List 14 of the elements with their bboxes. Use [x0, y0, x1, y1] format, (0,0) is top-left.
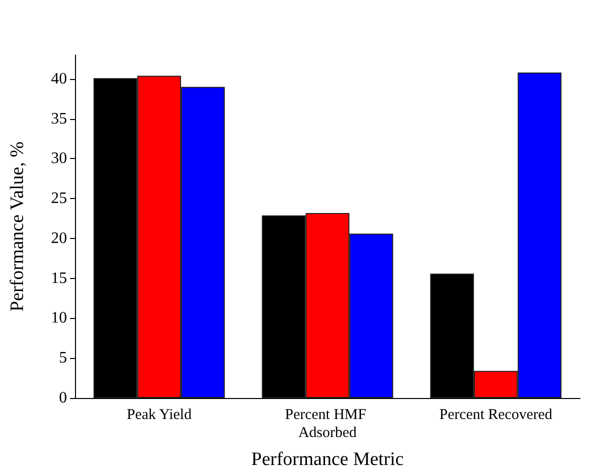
x-tick-label: Percent Recovered: [439, 407, 553, 423]
x-axis-title: Performance Metric: [251, 449, 404, 470]
y-tick-label: 25: [51, 190, 67, 208]
y-tick-label: 5: [59, 350, 67, 367]
y-tick-label: 20: [51, 230, 67, 247]
x-tick-label: Peak Yield: [126, 407, 192, 423]
y-tick-label: 35: [51, 110, 67, 128]
y-tick-label: 30: [51, 150, 67, 168]
y-axis-title: Performance Value, %: [7, 141, 28, 312]
x-tick-label: Percent HMF Adsorbed: [285, 407, 370, 441]
y-tick-label: 0: [59, 390, 67, 406]
y-tick-label: 40: [51, 70, 67, 88]
y-tick-label: 10: [51, 310, 67, 327]
y-tick-label: 15: [51, 270, 67, 287]
